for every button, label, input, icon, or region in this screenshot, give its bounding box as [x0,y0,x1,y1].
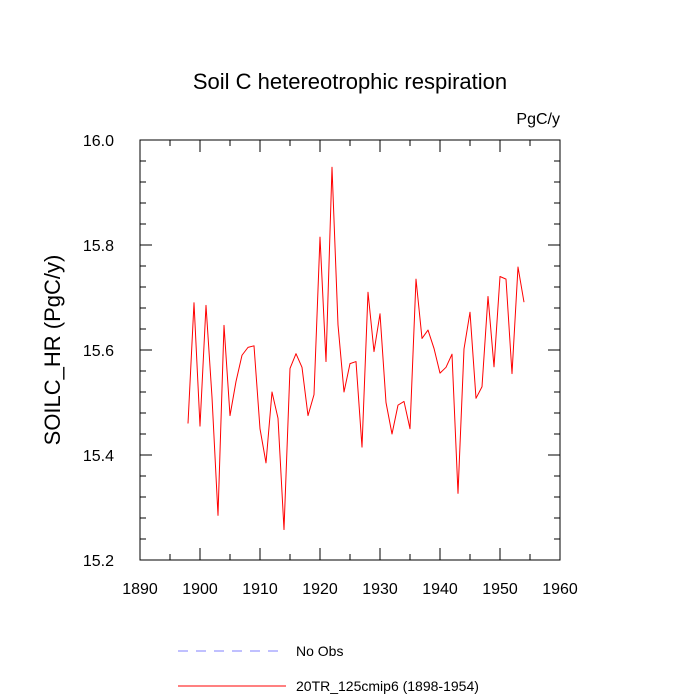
y-tick-label: 16.0 [83,133,114,150]
plot-frame [139,139,561,561]
x-tick-label: 1890 [122,581,158,598]
x-tick-label: 1900 [182,581,218,598]
legend-label-20tr: 20TR_125cmip6 (1898-1954) [296,678,479,694]
x-tick-label: 1950 [482,581,518,598]
y-tick-label: 15.2 [83,553,114,570]
legend: No Obs 20TR_125cmip6 (1898-1954) [178,643,479,694]
y-tick-label: 15.6 [83,343,114,360]
y-tick-label: 15.8 [83,238,114,255]
x-tick-label: 1920 [302,581,338,598]
series-layer [187,166,525,531]
units-label: PgC/y [516,111,560,128]
y-tick-label: 15.4 [83,448,114,465]
x-tick-label: 1930 [362,581,398,598]
x-tick-label: 1910 [242,581,278,598]
x-tick-label: 1960 [542,581,578,598]
series-line-1 [187,166,525,531]
y-axis-label: SOILC_HR (PgC/y) [40,255,65,446]
chart-title: Soil C hetereotrophic respiration [193,69,507,94]
x-tick-label: 1940 [422,581,458,598]
axis-ticks [139,139,561,561]
tick-labels: 1890 1900 1910 1920 1930 1940 1950 1960 15.2 15.4… [83,133,578,598]
legend-label-no-obs: No Obs [296,643,343,659]
